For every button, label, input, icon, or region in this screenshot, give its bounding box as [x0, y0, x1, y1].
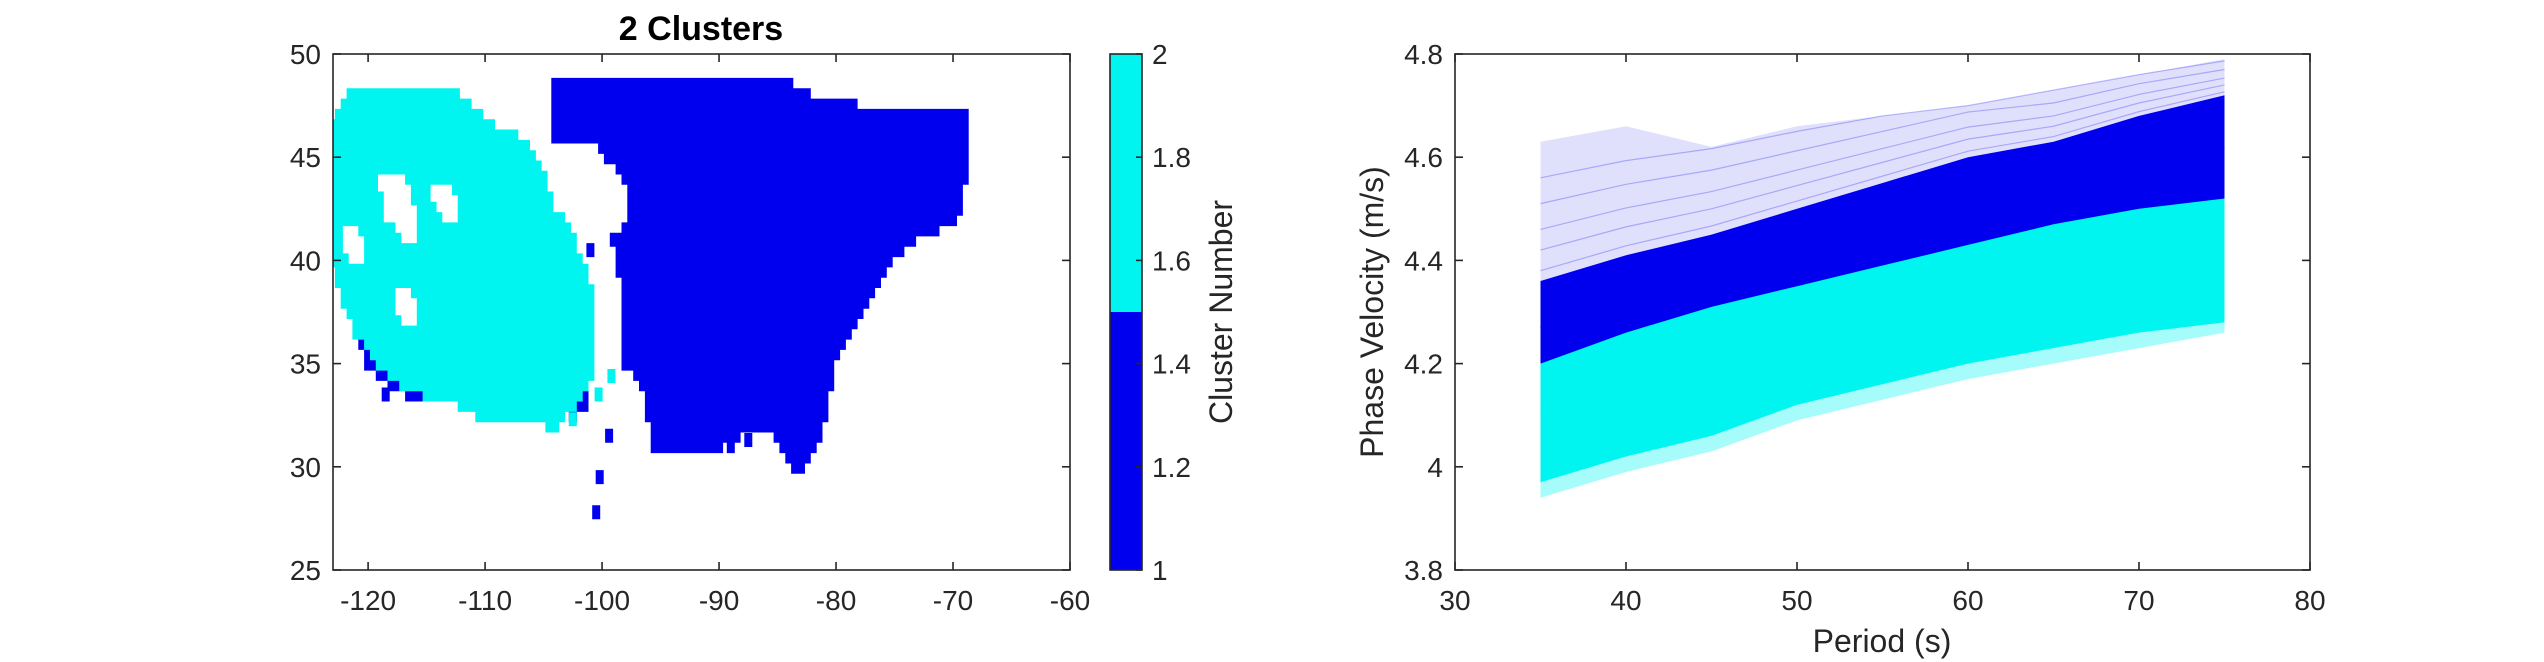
line-data-layer — [1540, 59, 2225, 498]
cluster-1-envelope — [1540, 59, 2225, 282]
line-y-tick-label: 4 — [1427, 452, 1443, 483]
line-axes-box — [1454, 53, 2311, 571]
map-x-axis: -120 -110 -100 -90 -80 -70 -60 — [340, 54, 1090, 616]
map-y-tick-label: 40 — [290, 245, 321, 276]
colorbar-tick-label: 1.8 — [1152, 142, 1191, 173]
cluster-1-curve — [1540, 77, 2225, 231]
cluster-1-points — [333, 77, 969, 520]
line-x-tick-label: 70 — [2123, 585, 2154, 616]
map-y-tick-label: 35 — [290, 349, 321, 380]
cluster-1-curve — [1540, 60, 2225, 179]
cluster-1-curve — [1540, 84, 2225, 251]
map-x-tick-label: -70 — [933, 585, 973, 616]
map-x-tick-label: -120 — [340, 585, 396, 616]
cluster-1-band — [1540, 95, 2225, 364]
line-x-axis: 30 40 50 60 70 80 — [1439, 54, 2326, 616]
colorbar-bands — [1110, 54, 1142, 570]
line-x-tick-label: 50 — [1781, 585, 1812, 616]
line-y-tick-label: 3.8 — [1404, 555, 1443, 586]
map-y-tick-label: 30 — [290, 452, 321, 483]
map-y-tick-label: 50 — [290, 39, 321, 70]
colorbar-band-2 — [1110, 54, 1142, 312]
map-y-tick-label: 45 — [290, 142, 321, 173]
map-title: 2 Clusters — [619, 10, 783, 48]
colorbar-frame — [1109, 53, 1143, 571]
cluster-2-band — [1540, 183, 2225, 483]
cluster-map-panel: 2 Clusters -120 -110 -100 -90 -80 -70 -60 25 30… — [290, 10, 1090, 616]
map-x-tick-label: -110 — [458, 585, 512, 616]
line-x-tick-label: 30 — [1439, 585, 1470, 616]
colorbar-ticks: 1 1.2 1.4 1.6 1.8 2 — [1136, 39, 1191, 586]
line-y-axis-label: Phase Velocity (m/s) — [1354, 166, 1390, 458]
line-y-tick-label: 4.8 — [1404, 39, 1443, 70]
map-data-layer — [333, 77, 969, 520]
colorbar-tick-label: 1.4 — [1152, 349, 1191, 380]
colorbar-tick-label: 2 — [1152, 39, 1168, 70]
colorbar-band-1 — [1110, 312, 1142, 570]
map-x-tick-label: -80 — [816, 585, 856, 616]
map-x-tick-label: -90 — [699, 585, 739, 616]
colorbar: 1 1.2 1.4 1.6 1.8 2 Cluster Number — [1109, 39, 1239, 586]
colorbar-tick-label: 1.2 — [1152, 452, 1191, 483]
line-x-tick-label: 60 — [1952, 585, 1983, 616]
map-y-tick-label: 25 — [290, 555, 321, 586]
line-y-axis: 3.8 4 4.2 4.4 4.6 4.8 — [1404, 39, 2310, 586]
map-x-tick-label: -60 — [1050, 585, 1090, 616]
line-y-tick-label: 4.4 — [1404, 245, 1443, 276]
line-x-axis-label: Period (s) — [1813, 623, 1952, 659]
cluster-1-median-line — [1540, 145, 2225, 329]
cluster-2-median-line — [1540, 249, 2225, 417]
line-x-tick-label: 40 — [1610, 585, 1641, 616]
cluster-1-curve — [1540, 91, 2225, 272]
cluster-1-curve — [1540, 68, 2225, 205]
map-x-tick-label: -100 — [574, 585, 630, 616]
cluster-2-points — [333, 88, 616, 433]
map-axes-box — [332, 53, 1071, 571]
cluster-2-envelope — [1540, 322, 2225, 498]
map-y-axis: 25 30 35 40 45 50 — [290, 39, 1070, 586]
colorbar-label: Cluster Number — [1203, 200, 1239, 424]
line-y-tick-label: 4.6 — [1404, 142, 1443, 173]
colorbar-tick-label: 1 — [1152, 555, 1168, 586]
line-x-tick-label: 80 — [2294, 585, 2325, 616]
phase-velocity-panel: 30 40 50 60 70 80 3.8 4 4.2 4.4 4.6 4.8 Period (s)… — [1354, 39, 2326, 659]
line-y-tick-label: 4.2 — [1404, 349, 1443, 380]
colorbar-tick-label: 1.6 — [1152, 245, 1191, 276]
